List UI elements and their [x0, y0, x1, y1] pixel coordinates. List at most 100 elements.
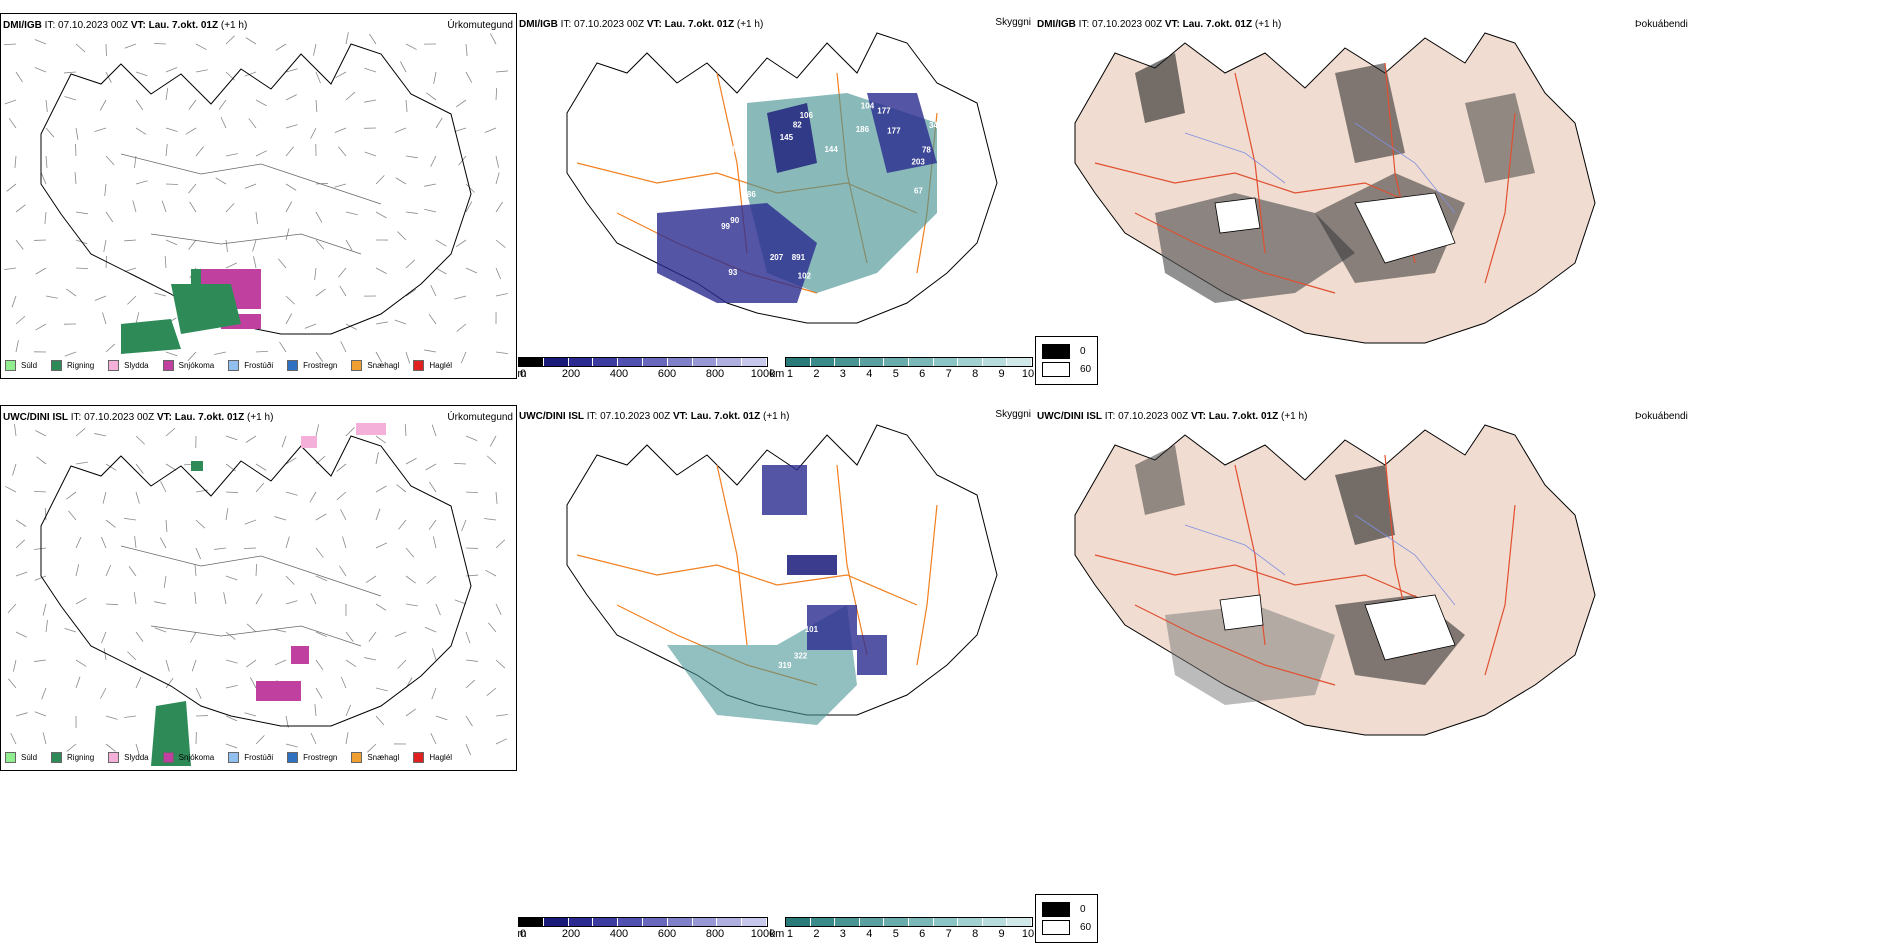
- fog-legend-row-1: 60: [1042, 362, 1091, 377]
- wind-barb: [3, 43, 17, 46]
- wind-barb: [154, 292, 167, 297]
- wind-barb: [340, 676, 347, 689]
- wind-barb: [495, 351, 508, 355]
- wind-barb: [486, 687, 497, 696]
- wind-barb: [340, 341, 347, 353]
- wind-barb: [15, 204, 26, 213]
- scale-segment-5: [642, 358, 668, 366]
- cloud-base-label: 891: [792, 253, 806, 262]
- wind-barb: [310, 592, 317, 605]
- scale-segment-4: [618, 918, 643, 926]
- wind-barb: [405, 547, 415, 558]
- cloud-scale-m-top: m 0 200 400 600 800 1000: [517, 357, 775, 381]
- precip-panel-bottom: UWC/DINI ISL IT: 07.10.2023 00Z VT: Lau.…: [0, 405, 517, 771]
- wind-barb: [339, 285, 347, 297]
- wind-barb: [225, 575, 238, 581]
- wind-barb: [15, 239, 24, 250]
- wind-barb: [465, 715, 473, 727]
- precip-type-label: Úrkomutegund: [447, 412, 513, 423]
- wind-barb: [220, 116, 227, 129]
- legend-item-5: Frostregn: [287, 752, 337, 763]
- wind-barb: [252, 239, 257, 252]
- wind-barb: [195, 687, 202, 699]
- wind-barb: [64, 627, 77, 633]
- wind-barb: [375, 211, 387, 219]
- wind-barb: [225, 202, 235, 213]
- wind-barb: [64, 96, 77, 101]
- scale-tick-2: 3: [839, 928, 846, 940]
- wind-barb: [75, 143, 77, 157]
- scale-segment-4: [884, 358, 909, 366]
- fog-legend-row-0: 0: [1042, 344, 1091, 359]
- legend-label: Haglél: [429, 361, 453, 370]
- scale-segment-7: [692, 358, 718, 366]
- legend-item-3: Snjókoma: [162, 752, 214, 763]
- it-label: IT:: [44, 20, 56, 31]
- precip-title-bottom: UWC/DINI ISL IT: 07.10.2023 00Z VT: Lau.…: [3, 412, 274, 423]
- wind-barb: [161, 200, 167, 213]
- wind-barb: [105, 211, 114, 223]
- wind-barb: [424, 626, 437, 633]
- wind-barb: [124, 239, 137, 242]
- wind-barb: [4, 267, 17, 271]
- wind-barb: [135, 631, 144, 642]
- scale-segment-9: [1007, 358, 1032, 366]
- wind-barb: [285, 743, 298, 748]
- cloud-base-label: 90: [730, 216, 739, 225]
- wind-barb: [255, 150, 267, 157]
- legend-swatch: [413, 360, 425, 371]
- unit-m: m: [517, 368, 527, 380]
- wind-barb: [465, 201, 473, 213]
- legend-swatch: [51, 360, 63, 371]
- wind-barb: [315, 631, 328, 638]
- cloud-base-label: 590: [673, 90, 687, 99]
- wind-barb: [225, 153, 238, 157]
- wind-barb: [285, 575, 295, 585]
- scale-tick-9: 10: [1021, 928, 1035, 940]
- wind-barb: [375, 508, 381, 521]
- legend-label: Snæhagl: [367, 753, 400, 762]
- wind-barb: [375, 542, 388, 549]
- wind-barb: [36, 456, 47, 465]
- legend-swatch: [287, 360, 299, 371]
- wind-barb: [75, 427, 86, 437]
- wind-barb: [285, 457, 297, 465]
- wind-barb: [315, 182, 329, 185]
- wind-barb: [364, 99, 377, 103]
- wind-barb: [338, 146, 347, 157]
- scale-segment-5: [908, 918, 934, 926]
- wind-barb: [165, 659, 170, 672]
- wind-barb: [11, 295, 17, 308]
- wind-barb: [255, 563, 258, 577]
- scale-tick-3: 600: [657, 928, 677, 940]
- wind-barb: [315, 687, 323, 699]
- wind-barb: [426, 575, 437, 585]
- wind-barb: [15, 539, 26, 549]
- wind-barb: [465, 71, 473, 83]
- legend-label: Frostregn: [303, 753, 338, 762]
- scale-segment-2: [835, 918, 860, 926]
- wind-barb: [165, 678, 174, 689]
- wind-barb: [315, 71, 321, 84]
- scale-tick-6: 7: [945, 368, 952, 380]
- wind-barb: [190, 631, 197, 643]
- wind-barb: [218, 99, 227, 110]
- wind-barb: [104, 183, 107, 196]
- wind-barb: [394, 319, 407, 325]
- wind-barb: [165, 127, 178, 132]
- wind-barb: [195, 146, 204, 157]
- wind-barb: [285, 201, 293, 213]
- wind-barb: [132, 200, 137, 213]
- iceland-outline: [40, 43, 472, 335]
- wind-barb: [495, 714, 508, 717]
- wind-barb: [465, 43, 468, 56]
- wind-barb: [495, 155, 499, 168]
- wind-barb: [495, 603, 502, 615]
- wind-barb: [375, 485, 387, 493]
- wind-barb: [44, 507, 47, 521]
- wind-barb: [246, 623, 257, 633]
- wind-barb: [195, 43, 207, 51]
- wind-barb: [64, 71, 77, 74]
- wind-barb: [484, 127, 497, 133]
- cloud-map-top: 1441061041772785908911481862039313714582…: [566, 32, 998, 324]
